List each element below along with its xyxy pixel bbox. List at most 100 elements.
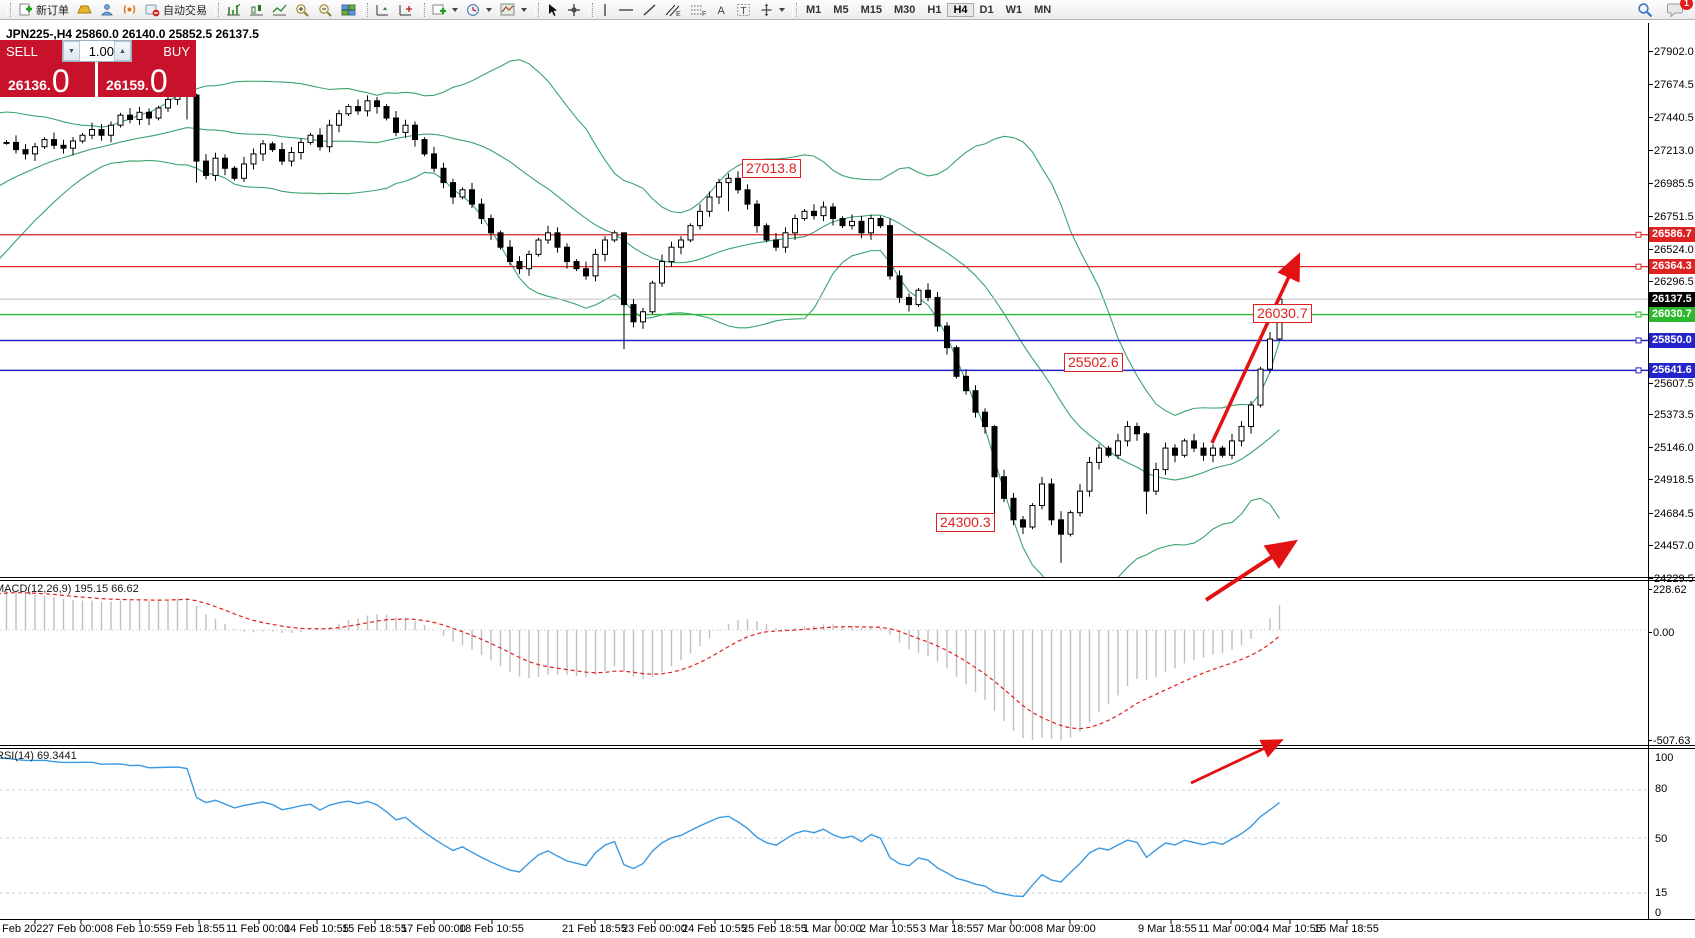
- signals-button[interactable]: [118, 1, 141, 18]
- horizontal-level-lines[interactable]: [0, 231, 1648, 374]
- notification-count-badge: 1: [1680, 0, 1693, 10]
- price-axis-tick: 27902.0: [1654, 46, 1694, 58]
- autoscroll-button[interactable]: [371, 1, 394, 18]
- periodicity-dropdown[interactable]: [462, 1, 496, 18]
- time-axis-label: 15 Feb 18:55: [342, 923, 407, 935]
- price-axis-tick: 27440.5: [1654, 112, 1694, 124]
- zoom-in-button[interactable]: [291, 1, 314, 18]
- price-annotation-box[interactable]: 26030.7: [1253, 304, 1312, 323]
- price-axis-tick: 26524.0: [1654, 244, 1694, 256]
- sell-price-display[interactable]: 26136. 0: [0, 62, 95, 97]
- text-icon: A: [718, 5, 726, 17]
- text-label-tool-button[interactable]: T: [732, 1, 755, 18]
- arrows-icon: [761, 3, 772, 16]
- toolbar-grip[interactable]: [792, 2, 797, 17]
- cursor-tool-button[interactable]: [542, 1, 563, 18]
- price-level-badge: 26364.3: [1649, 259, 1695, 275]
- new-order-button[interactable]: 新订单: [14, 1, 73, 18]
- indicator-candle-button[interactable]: [245, 1, 268, 18]
- timeframe-button-h4[interactable]: H4: [947, 2, 974, 17]
- buy-price-display[interactable]: 26159. 0: [98, 62, 196, 97]
- price-annotation-box[interactable]: 25502.6: [1064, 353, 1123, 372]
- vline-tool-button[interactable]: [596, 1, 614, 18]
- timeframe-button-m5[interactable]: M5: [833, 3, 849, 16]
- price-axis-tick: 24457.0: [1654, 540, 1694, 552]
- crosshair-tool-button[interactable]: [563, 1, 585, 18]
- time-axis-label: 9 Mar 18:55: [1138, 923, 1197, 935]
- toolbar-grip[interactable]: [363, 2, 368, 17]
- horizontal-line-icon: [619, 8, 633, 11]
- toolbar-grip[interactable]: [214, 2, 219, 17]
- timeframe-button-mn[interactable]: MN: [1034, 3, 1052, 16]
- toolbar-grip[interactable]: [420, 2, 425, 17]
- volume-stepper: ▼ ▲: [62, 40, 132, 62]
- indicator-bar-button[interactable]: [222, 1, 245, 18]
- trend-arrows[interactable]: [1190, 252, 1301, 785]
- sell-price-big-digit: 0: [51, 63, 70, 99]
- text-tool-button[interactable]: A: [711, 1, 732, 18]
- deposit-button[interactable]: [73, 1, 96, 18]
- volume-decrease-button[interactable]: ▼: [63, 41, 80, 61]
- bollinger-bands: [0, 59, 1281, 577]
- price-annotation-box[interactable]: 27013.8: [742, 159, 801, 178]
- new-chart-dropdown[interactable]: [428, 1, 462, 18]
- autotrading-button[interactable]: 自动交易: [141, 1, 211, 18]
- zoom-in-icon: [296, 3, 309, 17]
- volume-input[interactable]: [80, 41, 114, 61]
- cursor-arrow-icon: [549, 3, 557, 16]
- hline-tool-button[interactable]: [614, 1, 638, 18]
- vertical-line-icon: [604, 3, 606, 16]
- timeframe-button-h1[interactable]: H1: [927, 3, 942, 16]
- price-level-badge: 26137.5: [1649, 291, 1695, 307]
- price-axis-tick: 25373.5: [1654, 409, 1694, 421]
- price-axis-tick: 27674.5: [1654, 79, 1694, 91]
- timeframe-button-m30[interactable]: M30: [893, 3, 916, 16]
- rsi-axis-label: 100: [1655, 752, 1674, 764]
- toolbar-grip[interactable]: [6, 2, 11, 17]
- templates-dropdown[interactable]: [496, 1, 531, 18]
- notifications-button[interactable]: 1: [1663, 0, 1693, 18]
- candlestick-series: [3, 86, 1283, 563]
- toolbar-grip[interactable]: [588, 2, 593, 17]
- trendline-tool-button[interactable]: [638, 1, 661, 18]
- tile-windows-button[interactable]: [337, 1, 360, 18]
- zoom-out-button[interactable]: [314, 1, 337, 18]
- timeframe-button-m1[interactable]: M1: [806, 3, 822, 16]
- community-button[interactable]: [96, 1, 118, 18]
- fibonacci-tool-button[interactable]: F: [686, 1, 711, 18]
- price-level-badge: 26030.7: [1649, 307, 1695, 323]
- time-axis-label: 3 Mar 18:55: [920, 923, 979, 935]
- price-axis-tick: 24229.5: [1654, 573, 1694, 585]
- autotrading-icon: [145, 4, 160, 16]
- main-toolbar: 新订单 自动交易: [0, 0, 1695, 20]
- volume-increase-button[interactable]: ▲: [114, 41, 131, 61]
- fibo-e-glyph: E: [676, 11, 681, 17]
- price-axis-tick: 27213.0: [1654, 145, 1694, 157]
- time-axis-label: 2 Mar 10:55: [860, 923, 919, 935]
- indicator-line-button[interactable]: [268, 1, 291, 18]
- time-axis-label: 8 Feb 10:55: [107, 923, 166, 935]
- timeframe-button-m15[interactable]: M15: [860, 3, 882, 16]
- one-click-trading-widget: SELL ▼ ▲ BUY 26136. 0 26159.: [0, 40, 196, 97]
- price-level-badge: 25850.0: [1649, 332, 1695, 348]
- buy-button[interactable]: BUY: [132, 40, 196, 62]
- equidistant-channel-button[interactable]: E: [661, 1, 686, 18]
- sell-button[interactable]: SELL: [0, 40, 62, 62]
- search-button[interactable]: [1633, 1, 1657, 18]
- time-axis-label: 14 Feb 10:55: [284, 923, 349, 935]
- macd-indicator-label: MACD(12,26,9) 195.15 66.62: [0, 583, 139, 595]
- toolbar-grip[interactable]: [534, 2, 539, 17]
- autoscroll-icon: [376, 4, 388, 15]
- price-annotation-box[interactable]: 24300.3: [936, 513, 995, 532]
- timeframe-button-w1[interactable]: W1: [1005, 3, 1023, 16]
- dropdown-caret-icon: [521, 7, 527, 12]
- rsi-indicator-label: RSI(14) 69.3441: [0, 750, 77, 762]
- price-axis-tick: 25607.5: [1654, 378, 1694, 390]
- timeframe-button-d1[interactable]: D1: [979, 3, 994, 16]
- pane-separators[interactable]: [0, 23, 1695, 924]
- chart-shift-button[interactable]: [394, 1, 417, 18]
- time-axis-label: 7 Feb 00:00: [48, 923, 107, 935]
- arrows-tool-dropdown[interactable]: [755, 1, 789, 18]
- clock-icon: [467, 3, 479, 16]
